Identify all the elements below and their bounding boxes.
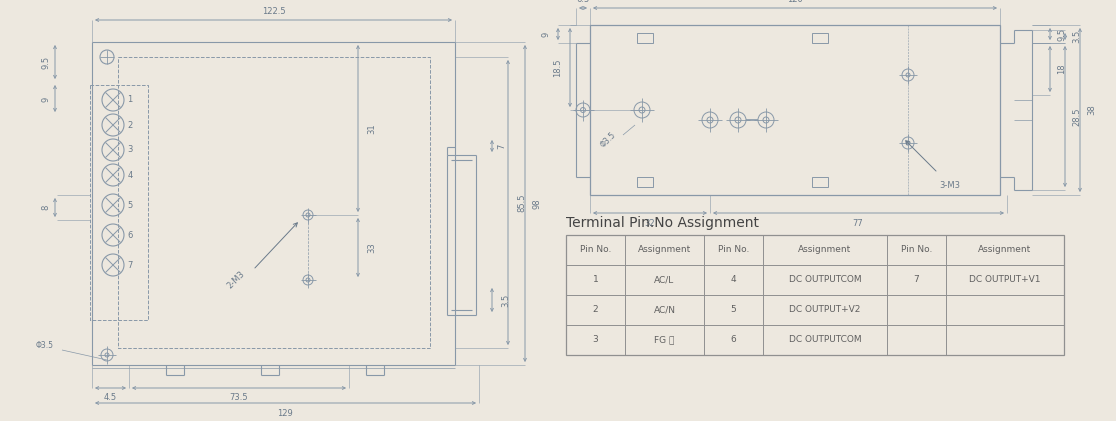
- Text: 9.5: 9.5: [1058, 27, 1067, 40]
- Text: FG ⏚: FG ⏚: [654, 336, 675, 344]
- Text: AC/N: AC/N: [654, 306, 675, 314]
- Text: 18.5: 18.5: [554, 58, 562, 77]
- Bar: [590, 25, 1000, 195]
- Text: 6: 6: [127, 231, 133, 240]
- Text: 3-M3: 3-M3: [940, 181, 961, 189]
- Text: 8: 8: [41, 204, 50, 210]
- Bar: [118, 57, 430, 348]
- Text: 73.5: 73.5: [230, 394, 249, 402]
- Text: DC OUTPUTCOM: DC OUTPUTCOM: [789, 336, 862, 344]
- Text: 6.5: 6.5: [576, 0, 589, 5]
- Text: 3: 3: [127, 146, 133, 155]
- Text: 3: 3: [593, 336, 598, 344]
- Text: DC OUTPUT+V1: DC OUTPUT+V1: [970, 275, 1041, 285]
- Text: 7: 7: [914, 275, 920, 285]
- Text: Φ3.5: Φ3.5: [598, 131, 617, 149]
- Text: 4: 4: [731, 275, 737, 285]
- Text: Assignment: Assignment: [979, 245, 1031, 255]
- Text: 3.5: 3.5: [501, 293, 510, 306]
- Text: 4.5: 4.5: [104, 394, 116, 402]
- Text: Pin No.: Pin No.: [901, 245, 932, 255]
- Text: 7: 7: [498, 143, 507, 149]
- Text: 85.5: 85.5: [518, 193, 527, 212]
- Text: 4: 4: [127, 171, 133, 179]
- Text: 18: 18: [1058, 64, 1067, 75]
- Bar: [90, 85, 148, 320]
- Text: 6: 6: [731, 336, 737, 344]
- Text: 7: 7: [127, 261, 133, 269]
- Bar: [566, 235, 1064, 355]
- Text: 31: 31: [367, 123, 376, 134]
- Text: 2: 2: [593, 306, 598, 314]
- Text: 32: 32: [645, 218, 655, 227]
- Text: AC/L: AC/L: [654, 275, 675, 285]
- Bar: [637, 177, 653, 187]
- Text: DC OUTPUT+V2: DC OUTPUT+V2: [789, 306, 860, 314]
- Text: 28.5: 28.5: [1072, 107, 1081, 126]
- Text: 2: 2: [127, 120, 133, 130]
- Text: 9: 9: [41, 96, 50, 101]
- Text: 98: 98: [532, 198, 541, 209]
- Text: 1: 1: [127, 96, 133, 104]
- Text: 122.5: 122.5: [261, 8, 286, 16]
- Text: DC OUTPUTCOM: DC OUTPUTCOM: [789, 275, 862, 285]
- Text: Terminal Pin.No Assignment: Terminal Pin.No Assignment: [566, 216, 759, 230]
- Text: 3.5: 3.5: [1072, 29, 1081, 43]
- Text: 77: 77: [853, 218, 864, 227]
- Text: 5: 5: [127, 200, 133, 210]
- Text: Pin No.: Pin No.: [718, 245, 749, 255]
- Text: 129: 129: [277, 408, 292, 418]
- Bar: [637, 33, 653, 43]
- Text: 33: 33: [367, 242, 376, 253]
- Text: 9: 9: [541, 32, 550, 37]
- Text: 9.5: 9.5: [41, 56, 50, 69]
- Text: 38: 38: [1087, 105, 1097, 115]
- Text: Pin No.: Pin No.: [580, 245, 612, 255]
- Text: 5: 5: [731, 306, 737, 314]
- Text: Assignment: Assignment: [638, 245, 691, 255]
- Bar: [812, 33, 828, 43]
- Text: 1: 1: [593, 275, 598, 285]
- Text: 2-M3: 2-M3: [225, 269, 247, 290]
- Text: Φ3.5: Φ3.5: [36, 341, 54, 349]
- Text: Assignment: Assignment: [798, 245, 852, 255]
- Bar: [812, 177, 828, 187]
- Text: 120: 120: [787, 0, 802, 5]
